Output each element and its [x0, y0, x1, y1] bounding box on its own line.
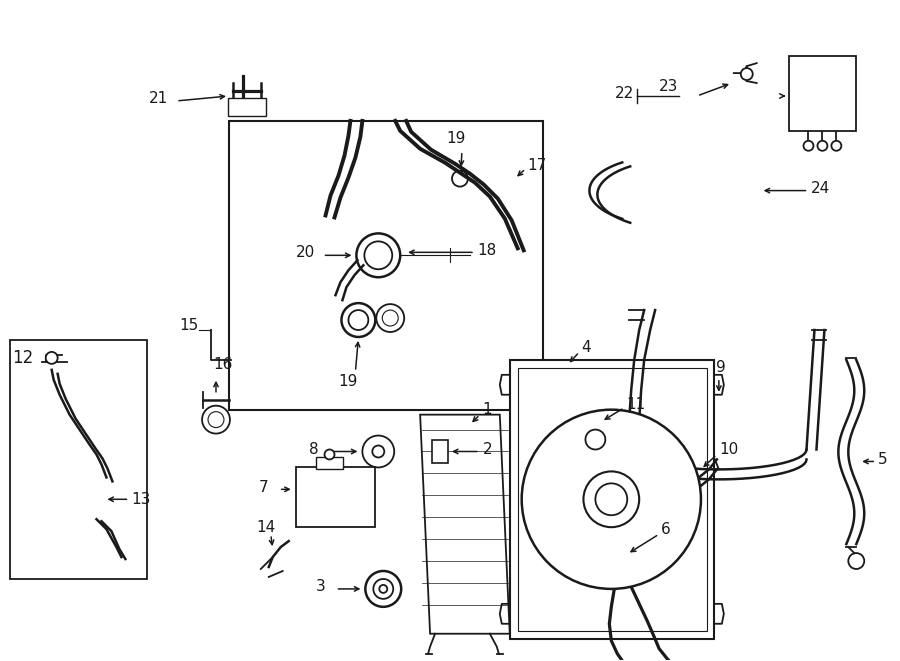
- Circle shape: [373, 446, 384, 457]
- Circle shape: [583, 471, 639, 527]
- Bar: [432, 440, 448, 463]
- Text: 9: 9: [716, 360, 725, 375]
- Polygon shape: [420, 414, 509, 634]
- Text: 16: 16: [213, 358, 232, 372]
- Circle shape: [585, 430, 606, 449]
- Text: 5: 5: [878, 452, 887, 467]
- Text: 7: 7: [259, 480, 268, 495]
- Text: 15: 15: [179, 317, 198, 332]
- Bar: [228, 98, 266, 116]
- Circle shape: [46, 352, 58, 364]
- Bar: [788, 56, 856, 131]
- Text: 18: 18: [477, 243, 496, 258]
- Text: 10: 10: [719, 442, 738, 457]
- Bar: [296, 467, 375, 527]
- Text: 21: 21: [149, 91, 168, 106]
- Text: 2: 2: [483, 442, 492, 457]
- Text: 13: 13: [131, 492, 150, 507]
- Text: 4: 4: [581, 340, 591, 356]
- Circle shape: [365, 571, 401, 607]
- Circle shape: [596, 483, 627, 515]
- Circle shape: [364, 241, 392, 269]
- Circle shape: [522, 410, 701, 589]
- Bar: [509, 360, 714, 639]
- Text: 14: 14: [256, 520, 275, 535]
- Text: 1: 1: [482, 402, 491, 417]
- Text: 11: 11: [626, 397, 645, 412]
- Text: 3: 3: [316, 580, 325, 594]
- Text: 17: 17: [527, 158, 547, 173]
- Text: 19: 19: [446, 132, 465, 146]
- Text: 22: 22: [616, 85, 634, 100]
- Circle shape: [832, 141, 842, 151]
- Circle shape: [849, 553, 864, 569]
- Circle shape: [374, 579, 393, 599]
- Circle shape: [356, 233, 400, 277]
- Text: 24: 24: [811, 181, 830, 196]
- Circle shape: [804, 141, 814, 151]
- Circle shape: [817, 141, 827, 151]
- Text: 6: 6: [662, 522, 670, 537]
- Text: 19: 19: [338, 374, 358, 389]
- Circle shape: [363, 436, 394, 467]
- Text: 8: 8: [309, 442, 319, 457]
- Circle shape: [325, 449, 335, 459]
- Bar: [10, 340, 148, 579]
- Circle shape: [379, 585, 387, 593]
- Bar: [316, 457, 344, 469]
- Text: 23: 23: [659, 79, 679, 94]
- Circle shape: [741, 68, 752, 80]
- Text: 12: 12: [12, 349, 33, 367]
- Bar: [518, 368, 706, 631]
- Bar: [229, 121, 543, 410]
- Text: 20: 20: [296, 245, 315, 260]
